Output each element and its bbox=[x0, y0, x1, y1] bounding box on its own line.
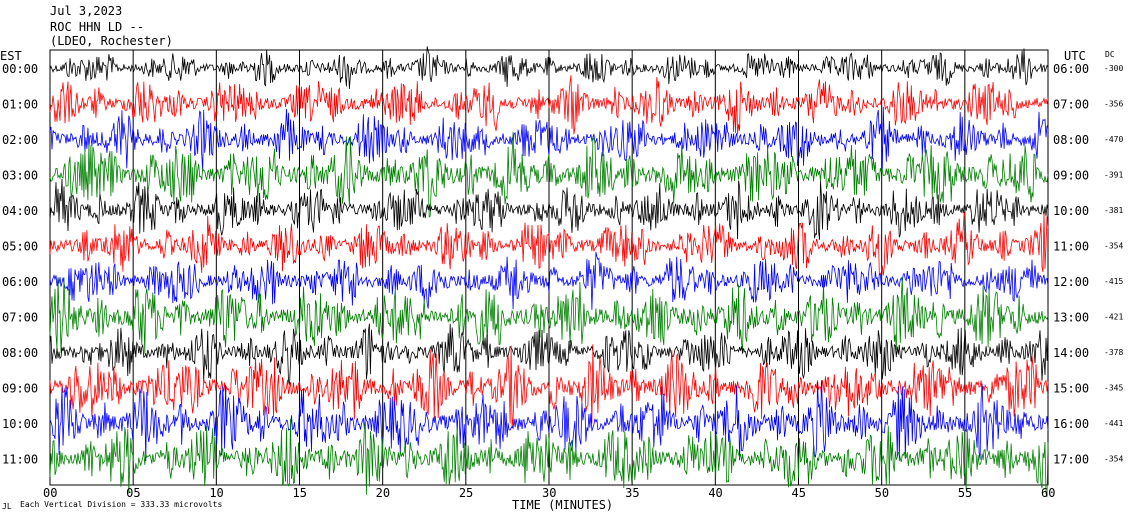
x-axis-title: TIME (MINUTES) bbox=[512, 498, 613, 512]
station-label: ROC HHN LD -- bbox=[50, 20, 144, 34]
trace-07:00 bbox=[49, 277, 1049, 354]
network-label: (LDEO, Rochester) bbox=[50, 34, 173, 48]
local-hour-label: 01:00 bbox=[2, 98, 38, 112]
trace-03:00 bbox=[49, 131, 1049, 218]
scale-note: Each Vertical Division = 333.33 microvol… bbox=[20, 500, 222, 509]
x-tick-label: 50 bbox=[875, 486, 889, 500]
utc-hour-label: 11:00 bbox=[1053, 240, 1089, 254]
dc-offset-label: -356 bbox=[1104, 100, 1123, 109]
dc-offset-label: -354 bbox=[1104, 242, 1123, 251]
hour-labels: 00:00 06:00 -300 01:00 07:00 -356 02:00 08:00 -4… bbox=[2, 62, 1123, 467]
dc-offset-label: -415 bbox=[1104, 277, 1123, 286]
right-timezone-label: UTC bbox=[1064, 49, 1086, 63]
seismic-traces bbox=[49, 46, 1049, 498]
x-tick-label: 00 bbox=[43, 486, 57, 500]
dc-offset-label: -381 bbox=[1104, 206, 1123, 215]
x-tick-label: 35 bbox=[625, 486, 639, 500]
utc-hour-label: 08:00 bbox=[1053, 133, 1089, 147]
x-tick-label: 20 bbox=[376, 486, 390, 500]
utc-hour-label: 13:00 bbox=[1053, 311, 1089, 325]
trace-04:00 bbox=[49, 178, 1049, 240]
local-hour-label: 02:00 bbox=[2, 133, 38, 147]
trace-11:00 bbox=[49, 418, 1049, 498]
x-axis-ticks: 00 05 10 15 20 25 30 35 40 45 50 55 60 bbox=[43, 486, 1055, 500]
local-hour-label: 08:00 bbox=[2, 346, 38, 360]
local-hour-label: 11:00 bbox=[2, 453, 38, 467]
date-label: Jul 3,2023 bbox=[50, 4, 122, 18]
x-tick-label: 45 bbox=[792, 486, 806, 500]
local-hour-label: 04:00 bbox=[2, 204, 38, 218]
utc-hour-label: 12:00 bbox=[1053, 275, 1089, 289]
local-hour-label: 00:00 bbox=[2, 62, 38, 76]
x-tick-label: 40 bbox=[708, 486, 722, 500]
utc-hour-label: 17:00 bbox=[1053, 453, 1089, 467]
local-hour-label: 07:00 bbox=[2, 311, 38, 325]
dc-offset-label: -470 bbox=[1104, 135, 1123, 144]
chart-header: Jul 3,2023 ROC HHN LD -- (LDEO, Rocheste… bbox=[0, 4, 1115, 63]
utc-hour-label: 10:00 bbox=[1053, 204, 1089, 218]
author-mark: JL bbox=[2, 502, 12, 511]
local-hour-label: 10:00 bbox=[2, 417, 38, 431]
x-tick-label: 55 bbox=[958, 486, 972, 500]
utc-hour-label: 14:00 bbox=[1053, 346, 1089, 360]
x-tick-label: 10 bbox=[209, 486, 223, 500]
trace-09:00 bbox=[49, 344, 1049, 429]
dc-offset-label: -391 bbox=[1104, 171, 1123, 180]
dc-offset-label: -441 bbox=[1104, 419, 1123, 428]
utc-hour-label: 15:00 bbox=[1053, 382, 1089, 396]
trace-08:00 bbox=[49, 323, 1049, 385]
x-tick-label: 30 bbox=[542, 486, 556, 500]
local-hour-label: 09:00 bbox=[2, 382, 38, 396]
x-tick-label: 60 bbox=[1041, 486, 1055, 500]
dc-offset-label: -378 bbox=[1104, 348, 1123, 357]
trace-00:00 bbox=[49, 46, 1049, 89]
utc-hour-label: 09:00 bbox=[1053, 169, 1089, 183]
utc-hour-label: 06:00 bbox=[1053, 62, 1089, 76]
local-hour-label: 05:00 bbox=[2, 240, 38, 254]
utc-hour-label: 07:00 bbox=[1053, 98, 1089, 112]
local-hour-label: 03:00 bbox=[2, 169, 38, 183]
x-tick-label: 15 bbox=[293, 486, 307, 500]
chart-footer: JL Each Vertical Division = 333.33 micro… bbox=[2, 500, 222, 511]
dc-offset-label: -300 bbox=[1104, 64, 1123, 73]
dc-offset-label: -354 bbox=[1104, 455, 1123, 464]
trace-10:00 bbox=[49, 380, 1049, 462]
trace-06:00 bbox=[49, 251, 1049, 310]
trace-01:00 bbox=[49, 75, 1049, 135]
trace-05:00 bbox=[49, 212, 1049, 276]
dc-offset-label: -421 bbox=[1104, 313, 1123, 322]
left-timezone-label: EST bbox=[0, 49, 22, 63]
local-hour-label: 06:00 bbox=[2, 275, 38, 289]
dc-header-label: DC bbox=[1105, 50, 1115, 59]
x-tick-label: 25 bbox=[459, 486, 473, 500]
x-tick-label: 05 bbox=[126, 486, 140, 500]
utc-hour-label: 16:00 bbox=[1053, 417, 1089, 431]
dc-offset-label: -345 bbox=[1104, 384, 1123, 393]
